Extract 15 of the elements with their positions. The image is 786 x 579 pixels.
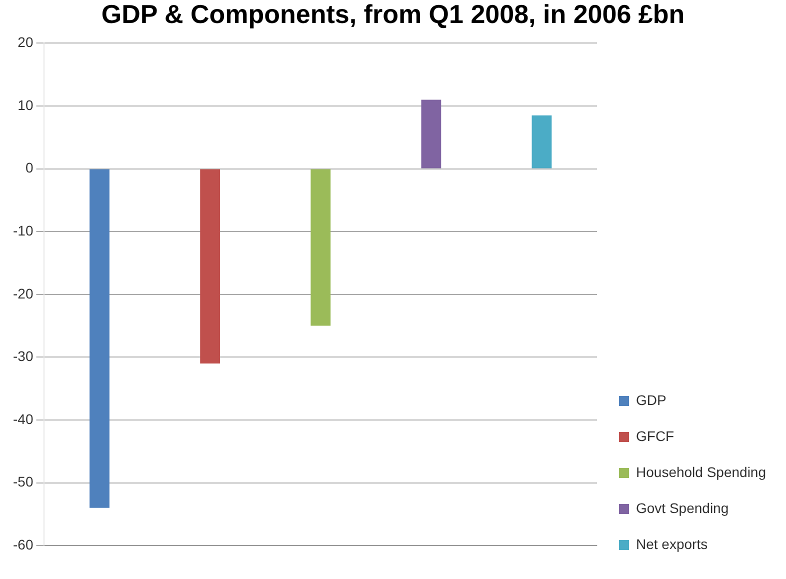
y-tick-label: -50 [13, 474, 34, 490]
chart-title: GDP & Components, from Q1 2008, in 2006 £bn [101, 0, 685, 29]
y-tick-label: -40 [13, 410, 34, 427]
legend-label: Govt Spending [636, 500, 729, 516]
y-tick-label: -60 [13, 536, 34, 552]
legend-label: GDP [636, 392, 666, 408]
y-tick-label: -30 [13, 348, 34, 364]
y-tick-label: -10 [13, 222, 34, 238]
y-tick-label: -20 [13, 285, 34, 302]
legend-label: Household Spending [636, 464, 766, 480]
y-tick-label: 10 [18, 96, 34, 113]
legend-label: Net exports [636, 536, 708, 552]
legend-label: GFCF [636, 428, 674, 444]
y-tick-label: 0 [25, 160, 34, 176]
y-tick-label: 20 [18, 34, 34, 50]
